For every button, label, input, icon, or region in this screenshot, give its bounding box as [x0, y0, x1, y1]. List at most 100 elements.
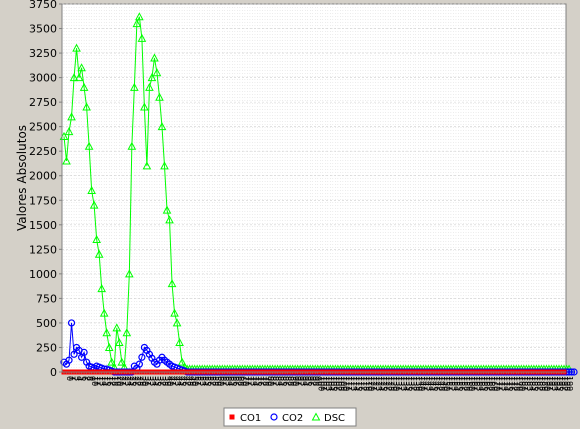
x-tick-label: 125 — [379, 376, 388, 391]
data-point-dsc — [160, 161, 169, 170]
x-tick-label: 134 — [402, 376, 411, 391]
x-tick-label: 25 — [128, 376, 137, 386]
y-tick-label: 3250 — [29, 47, 57, 60]
x-tick-label: 158 — [462, 376, 471, 391]
x-tick-label: 150 — [442, 376, 451, 391]
x-tick-label: 73 — [248, 376, 257, 386]
y-tick-label: 1000 — [29, 268, 57, 281]
x-tick-label: 197 — [560, 376, 569, 391]
x-tick-label: 185 — [530, 376, 539, 391]
x-tick-label: 175 — [505, 376, 514, 391]
x-tick-label: 22 — [120, 376, 129, 386]
legend: CO1 CO2 DSC — [223, 407, 357, 427]
x-tick-label: 160 — [467, 376, 476, 391]
x-tick-label: 46 — [181, 376, 190, 386]
x-tick-label: 121 — [369, 376, 378, 391]
y-tick-label: 3750 — [29, 0, 57, 11]
x-tick-label: 48 — [186, 376, 195, 386]
x-tick-label: 113 — [349, 376, 358, 391]
x-tick-label: 120 — [367, 376, 376, 391]
data-point-dsc — [127, 141, 137, 150]
x-tick-label: 139 — [414, 376, 423, 391]
x-tick-label: 112 — [346, 376, 355, 391]
data-point-dsc — [64, 127, 74, 136]
x-tick-label: 165 — [480, 376, 489, 391]
x-tick-label: 199 — [565, 376, 574, 391]
x-tick-label: 80 — [266, 376, 275, 386]
x-tick-label: 86 — [281, 376, 290, 386]
x-tick-label: 198 — [562, 376, 571, 391]
x-tick-label: 122 — [372, 376, 381, 391]
x-tick-label: 164 — [477, 376, 486, 391]
x-tick-label: 146 — [432, 376, 441, 391]
data-point-dsc — [175, 338, 184, 347]
x-tick-label: 168 — [487, 376, 496, 391]
data-point-dsc — [155, 92, 164, 101]
data-point-dsc — [74, 73, 84, 82]
data-point-dsc — [140, 102, 149, 111]
x-tick-label: 192 — [547, 376, 556, 391]
x-tick-label: 178 — [512, 376, 521, 391]
x-tick-label: 36 — [155, 376, 164, 386]
x-tick-label: 188 — [537, 376, 546, 391]
x-tick-label: 84 — [276, 376, 285, 386]
y-tick-label: 750 — [36, 292, 57, 305]
x-tick-label: 191 — [545, 376, 554, 391]
x-tick-label: 9 — [88, 376, 97, 381]
x-tick-label: 60 — [216, 376, 225, 386]
x-tick-label: 182 — [522, 376, 531, 391]
x-tick-label: 96 — [306, 376, 315, 386]
data-point-dsc — [67, 112, 76, 121]
x-tick-label: 92 — [296, 376, 305, 386]
x-tick-label: 106 — [331, 376, 340, 391]
x-tick-label: 119 — [364, 376, 373, 391]
x-tick-label: 35 — [153, 376, 162, 386]
data-point-dsc — [130, 82, 139, 91]
x-tick-label: 62 — [221, 376, 230, 386]
x-tick-label: 141 — [419, 376, 428, 391]
data-point-co2 — [70, 350, 78, 358]
x-tick-label: 183 — [525, 376, 534, 391]
data-point-dsc — [117, 357, 127, 366]
x-tick-label: 87 — [284, 376, 293, 386]
data-point-dsc — [135, 12, 144, 21]
x-tick-label: 67 — [233, 376, 242, 386]
x-tick-label: 140 — [417, 376, 426, 391]
x-tick-label: 145 — [429, 376, 438, 391]
x-tick-label: 194 — [552, 376, 561, 391]
x-tick-label: 5 — [78, 376, 87, 381]
x-tick-label: 104 — [326, 376, 335, 391]
x-tick-label: 129 — [389, 376, 398, 391]
x-tick-label: 69 — [238, 376, 247, 386]
x-tick-label: 3 — [73, 376, 82, 381]
x-tick-label: 82 — [271, 376, 280, 386]
x-tick-label: 170 — [492, 376, 501, 391]
x-tick-label: 163 — [475, 376, 484, 391]
x-tick-label: 71 — [243, 376, 252, 386]
x-tick-label: 187 — [535, 376, 544, 391]
data-point-dsc — [122, 328, 132, 337]
x-tick-label: 56 — [206, 376, 215, 386]
x-tick-label: 0 — [65, 376, 74, 381]
x-tick-label: 127 — [384, 376, 393, 391]
x-tick-label: 117 — [359, 376, 368, 391]
x-tick-label: 43 — [173, 376, 182, 386]
x-tick-label: 24 — [125, 376, 134, 386]
y-tick-label: 1250 — [29, 243, 57, 256]
y-tick-label: 3000 — [29, 72, 57, 85]
y-tick-label: 2250 — [29, 145, 57, 158]
x-tick-label: 167 — [485, 376, 494, 391]
legend-marker-dsc — [311, 412, 321, 421]
x-tick-label: 103 — [324, 376, 333, 391]
x-tick-label: 154 — [452, 376, 461, 391]
x-tick-label: 137 — [409, 376, 418, 391]
x-tick-label: 166 — [482, 376, 491, 391]
legend-label-dsc: DSC — [324, 413, 345, 424]
data-point-dsc — [152, 68, 162, 77]
x-tick-label: 57 — [208, 376, 217, 386]
x-tick-label: 151 — [444, 376, 453, 391]
x-tick-label: 147 — [434, 376, 443, 391]
x-tick-label: 138 — [412, 376, 421, 391]
data-point-dsc — [104, 342, 114, 351]
